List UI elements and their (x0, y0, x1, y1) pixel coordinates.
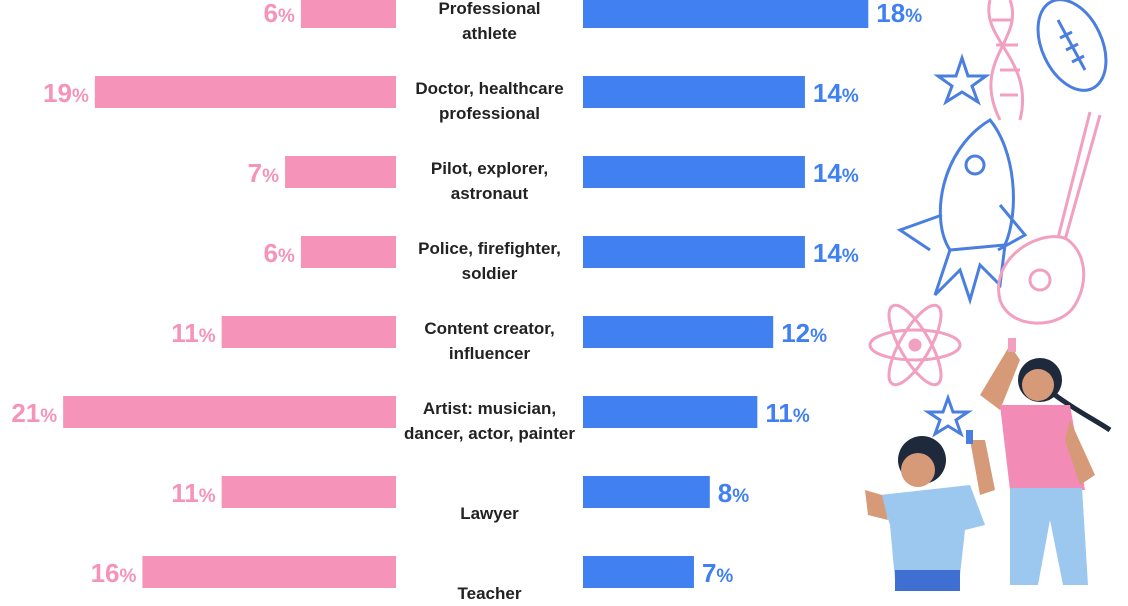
category-label-4: Content creator, influencer (390, 316, 590, 366)
value-label-right-1: 14% (813, 78, 859, 108)
bar-right-1 (583, 76, 805, 108)
bar-left-7 (142, 556, 396, 588)
value-label-left-6: 11% (171, 478, 216, 508)
category-label-3: Police, firefighter, soldier (390, 236, 590, 286)
bar-left-3 (300, 236, 396, 268)
rocket-icon (896, 118, 1028, 306)
children-drawing-illustration (865, 0, 1112, 591)
category-label-line: Content creator, (424, 319, 555, 338)
bar-left-6 (221, 476, 396, 508)
category-label-1: Doctor, healthcare professional (390, 76, 590, 126)
category-label-line: soldier (461, 264, 518, 283)
bar-right-3 (583, 236, 805, 268)
bar-right-5 (583, 396, 758, 428)
category-label-line: dancer, actor, painter (403, 424, 575, 443)
category-label-line: influencer (448, 344, 531, 363)
category-label-6: Lawyer (390, 501, 590, 526)
atom-icon (868, 303, 962, 387)
bar-left-5 (63, 396, 397, 428)
category-label-line: professional (438, 104, 541, 123)
value-label-left-3: 6% (264, 238, 295, 268)
value-label-left-2: 7% (248, 158, 279, 188)
bar-right-6 (583, 476, 710, 508)
category-label-line: Professional (438, 0, 541, 18)
category-label-line: Teacher (457, 584, 522, 603)
value-label-right-2: 14% (813, 158, 859, 188)
value-label-right-3: 14% (813, 238, 859, 268)
category-label-line: astronaut (450, 184, 529, 203)
value-label-left-0: 6% (264, 0, 295, 28)
bar-right-0 (583, 0, 869, 28)
category-label-line: athlete (462, 24, 517, 43)
bar-left-4 (221, 316, 396, 348)
category-label-0: Professional athlete (390, 0, 590, 46)
football-icon (1036, 0, 1108, 92)
value-label-right-6: 8% (718, 478, 749, 508)
value-label-right-5: 11% (765, 398, 810, 428)
value-label-left-7: 16% (91, 558, 137, 588)
girl-figure (980, 338, 1112, 585)
bar-right-4 (583, 316, 774, 348)
category-label-5: Artist: musician, dancer, actor, painter (390, 396, 590, 446)
value-label-right-7: 7% (702, 558, 733, 588)
bar-left-0 (300, 0, 396, 28)
dna-icon (987, 0, 1024, 121)
bar-left-2 (285, 156, 396, 188)
bar-left-1 (94, 76, 396, 108)
category-label-7: Teacher (390, 581, 590, 606)
category-label-line: Lawyer (460, 504, 519, 523)
value-label-right-0: 18% (876, 0, 922, 28)
guitar-icon (997, 111, 1102, 325)
category-label-line: Police, firefighter, (418, 239, 561, 258)
category-label-line: Doctor, healthcare (415, 79, 564, 98)
category-label-2: Pilot, explorer, astronaut (390, 156, 590, 206)
category-label-line: Pilot, explorer, (430, 159, 549, 178)
value-label-left-4: 11% (171, 318, 216, 348)
bar-right-2 (583, 156, 805, 188)
value-label-right-4: 12% (781, 318, 827, 348)
star-icon (923, 53, 991, 438)
boy-figure (865, 430, 995, 591)
value-label-left-1: 19% (43, 78, 89, 108)
category-label-line: Artist: musician, (422, 399, 557, 418)
chart: 6% 18% 19% 14% 7% 14% 6% 14% 11% 12% 21% 11% 11% 8% 16… (11, 0, 922, 588)
bar-right-7 (583, 556, 694, 588)
value-label-left-5: 21% (11, 398, 57, 428)
